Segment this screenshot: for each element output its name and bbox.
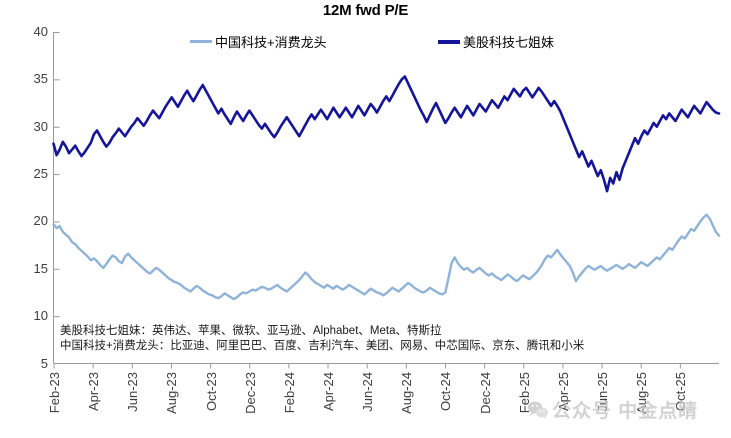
- footnote-box: 美股科技七姐妹：英伟达、苹果、微软、亚马逊、Alphabet、Meta、特斯拉 …: [56, 322, 648, 355]
- x-tick-label: Feb-25: [516, 371, 532, 413]
- legend-label-china-tech: 中国科技+消费龙头: [215, 35, 327, 50]
- y-tick-label: 35: [33, 71, 48, 87]
- series-paths: [52, 75, 721, 301]
- x-tick-label: Jun-25: [595, 371, 611, 412]
- legend-swatch-us-mag7: [438, 39, 460, 44]
- legend-item-china-tech[interactable]: 中国科技+消费龙头: [190, 32, 327, 51]
- legend-item-us-mag7[interactable]: 美股科技七姐妹: [438, 32, 554, 51]
- y-axis: 40 35 30 25 20 15 10 5: [0, 0, 48, 438]
- y-axis-ticks: [53, 32, 60, 318]
- y-tick-label: 25: [33, 166, 48, 182]
- legend-label-us-mag7: 美股科技七姐妹: [463, 35, 555, 50]
- footnote-line-us: 美股科技七姐妹：英伟达、苹果、微软、亚马逊、Alphabet、Meta、特斯拉: [60, 325, 442, 337]
- y-tick-label: 15: [33, 260, 48, 276]
- x-tick-label: Oct-24: [438, 371, 454, 411]
- axis-lines: [53, 32, 719, 364]
- series-line-china-tech: [52, 213, 721, 301]
- x-tick-label: Apr-23: [86, 371, 102, 411]
- x-tick-label: Feb-23: [47, 371, 62, 413]
- x-tick-label: Feb-24: [281, 371, 297, 413]
- x-tick-label: Apr-25: [555, 371, 571, 411]
- x-tick-label: Oct-23: [203, 371, 219, 411]
- y-tick-label: 30: [33, 118, 48, 134]
- x-tick-label: Aug-24: [399, 371, 415, 414]
- chart-legend: 中国科技+消费龙头 美股科技七姐妹: [190, 32, 610, 52]
- legend-swatch-china-tech: [190, 40, 212, 43]
- y-tick-label: 40: [33, 24, 48, 39]
- y-tick-label: 20: [33, 213, 48, 229]
- x-tick-label: Dec-23: [242, 371, 258, 414]
- x-tick-label: Oct-25: [673, 371, 689, 411]
- x-tick-label: Jun-24: [360, 371, 376, 412]
- x-tick-label: Jun-23: [125, 371, 141, 412]
- chart-title: 12M fwd P/E: [322, 2, 409, 19]
- x-tick-label: Apr-24: [321, 371, 337, 411]
- x-axis-ticks: [53, 363, 681, 369]
- x-tick-label: Dec-24: [477, 371, 493, 414]
- x-tick-label: Aug-25: [634, 371, 650, 414]
- y-tick-label: 5: [40, 355, 48, 371]
- x-tick-label: Aug-23: [164, 371, 180, 414]
- y-tick-label: 10: [33, 308, 48, 324]
- series-line-us-mag7: [52, 75, 721, 193]
- footnote-line-cn: 中国科技+消费龙头：比亚迪、阿里巴巴、百度、吉利汽车、美团、网易、中芯国际、京东…: [60, 340, 585, 352]
